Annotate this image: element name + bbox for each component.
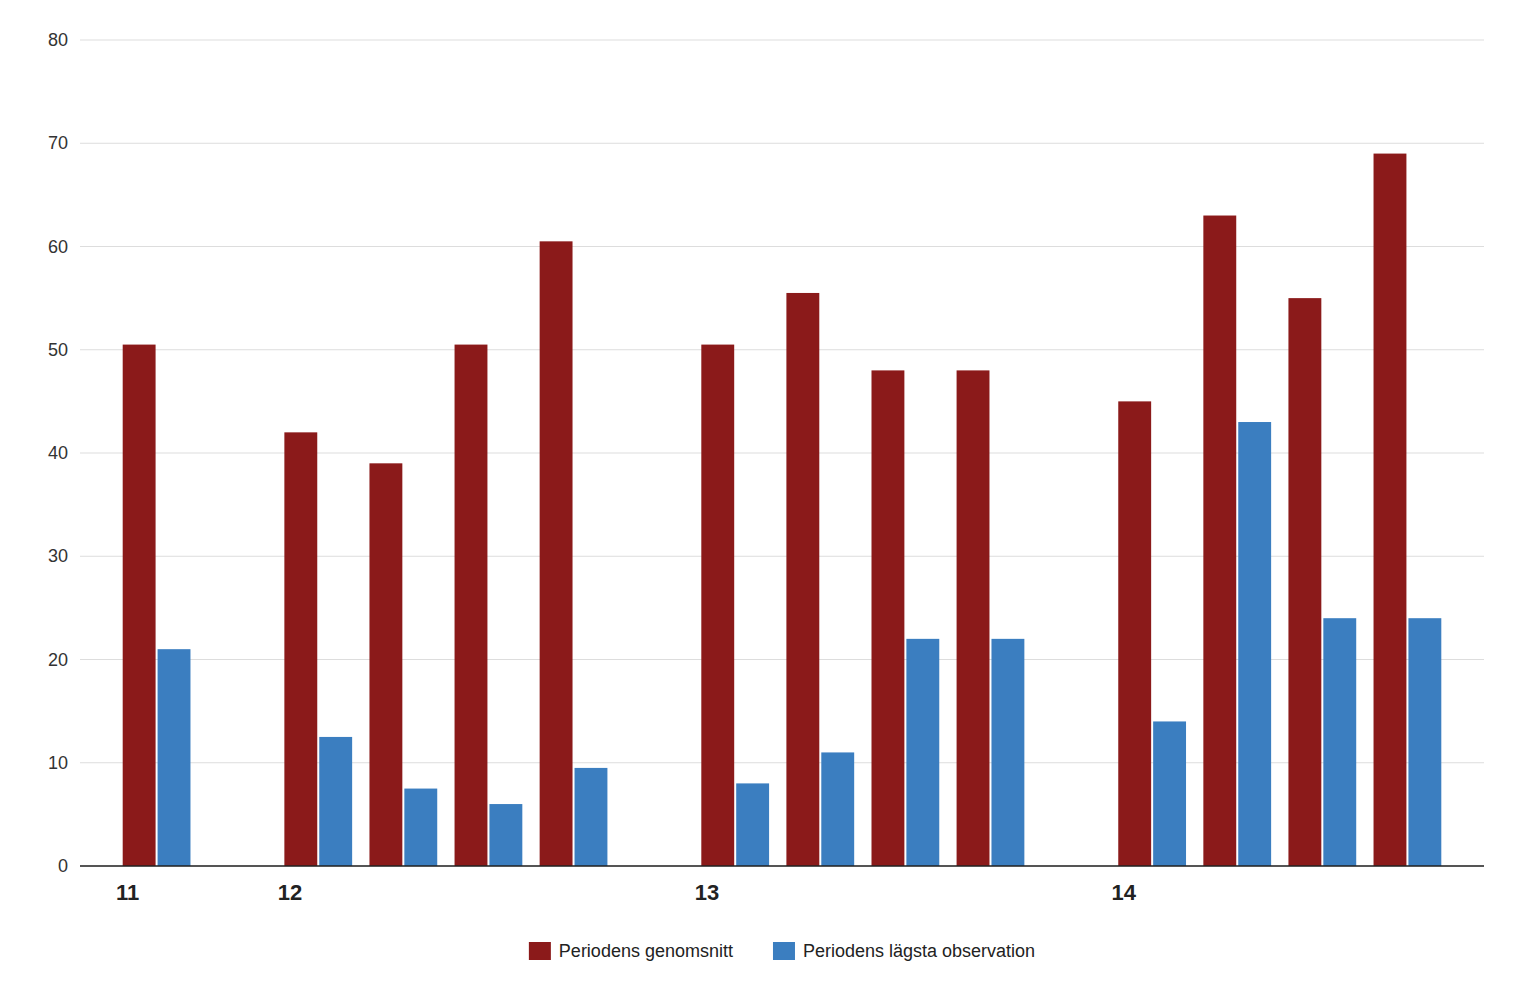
- legend: Periodens genomsnitt Periodens lägsta obs…: [529, 941, 1035, 961]
- y-tick-label: 30: [48, 546, 68, 566]
- bar: [906, 639, 939, 866]
- y-axis: 0 10 20 30 40 50 60 70 80: [48, 30, 1484, 876]
- grid-line: [80, 40, 1484, 41]
- legend-label: Periodens genomsnitt: [559, 941, 733, 961]
- bar: [369, 463, 402, 866]
- bar: [489, 804, 522, 866]
- x-tick-label: 12: [278, 880, 302, 905]
- bar: [319, 737, 352, 866]
- legend-swatch: [529, 942, 551, 960]
- bar: [1118, 401, 1151, 866]
- bar: [1408, 618, 1441, 866]
- x-tick-label: 13: [695, 880, 719, 905]
- grid-line: [80, 143, 1484, 144]
- bar: [123, 345, 156, 866]
- grid-line: [80, 866, 1484, 867]
- bar: [991, 639, 1024, 866]
- y-tick-label: 50: [48, 340, 68, 360]
- bar: [1323, 618, 1356, 866]
- bar: [1203, 216, 1236, 866]
- bars: [123, 154, 1442, 866]
- bar: [284, 432, 317, 866]
- y-tick-label: 60: [48, 237, 68, 257]
- bar: [871, 370, 904, 866]
- bar: [158, 649, 191, 866]
- bar: [455, 345, 488, 866]
- y-tick-label: 0: [58, 856, 68, 876]
- bar: [404, 789, 437, 866]
- x-axis: 11 12 13 14: [80, 866, 1484, 905]
- legend-label: Periodens lägsta observation: [803, 941, 1035, 961]
- legend-swatch: [773, 942, 795, 960]
- bar: [786, 293, 819, 866]
- y-tick-label: 80: [48, 30, 68, 50]
- x-axis-line: [80, 865, 1484, 867]
- bar: [1288, 298, 1321, 866]
- bar: [736, 783, 769, 866]
- y-tick-label: 40: [48, 443, 68, 463]
- bar: [575, 768, 608, 866]
- bar: [957, 370, 990, 866]
- bar: [1238, 422, 1271, 866]
- chart: 0 10 20 30 40 50 60 70 80 11 12 13 14 Periodens genom…: [0, 0, 1524, 996]
- y-tick-label: 10: [48, 753, 68, 773]
- bar: [821, 752, 854, 866]
- x-tick-label: 11: [116, 880, 139, 905]
- bar: [701, 345, 734, 866]
- y-tick-label: 70: [48, 133, 68, 153]
- bar: [1153, 721, 1186, 866]
- bar: [540, 241, 573, 866]
- grid-line: [80, 349, 1484, 350]
- x-tick-label: 14: [1112, 880, 1137, 905]
- grid-line: [80, 246, 1484, 247]
- bar: [1374, 154, 1407, 866]
- y-tick-label: 20: [48, 650, 68, 670]
